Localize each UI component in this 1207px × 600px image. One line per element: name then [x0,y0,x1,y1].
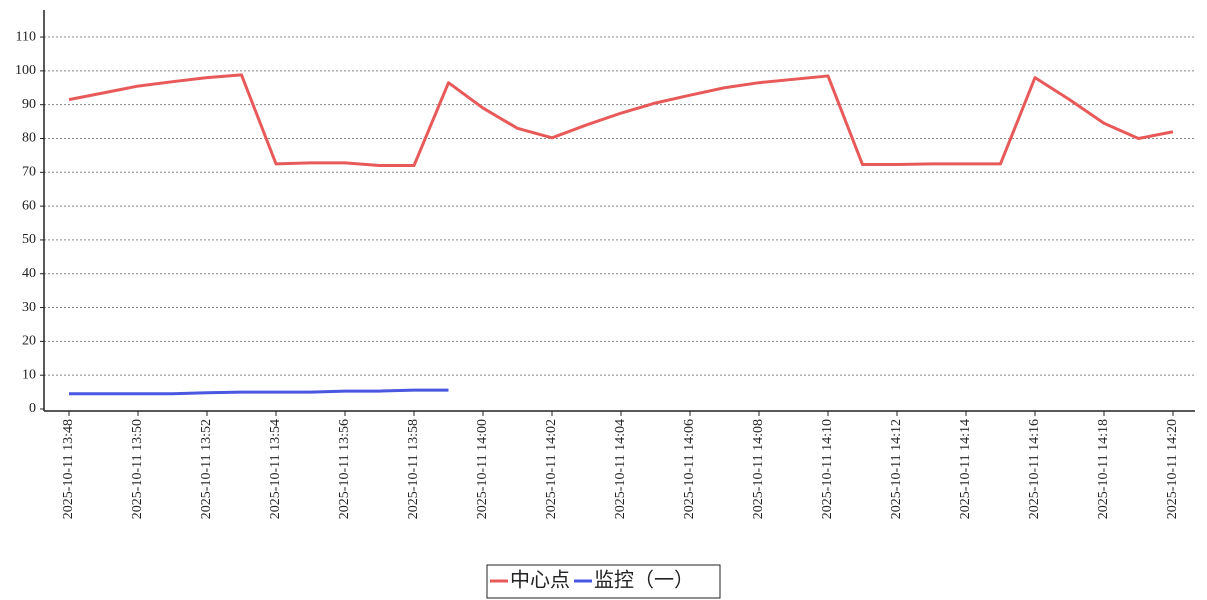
y-tick-label: 100 [15,63,36,78]
x-tick-label: 2025-10-11 13:58 [406,419,421,519]
y-tick-label: 40 [22,266,36,281]
x-tick-label: 2025-10-11 13:56 [337,419,352,519]
x-tick-label: 2025-10-11 13:50 [130,419,145,519]
y-tick-label: 110 [16,29,36,44]
legend-label: 中心点 [510,569,570,592]
legend-box [486,564,721,599]
y-tick-label: 80 [22,131,36,146]
y-tick-label: 10 [22,367,36,382]
series-line [68,73,1174,168]
series-line [69,388,449,396]
y-tick-label: 50 [22,232,36,247]
x-tick-label: 2025-10-11 14:20 [1165,419,1180,519]
y-tick-label: 30 [22,300,36,315]
legend-label: 监控（一） [594,569,694,592]
x-tick-label: 2025-10-11 13:52 [199,419,214,519]
x-tick-label: 2025-10-11 14:18 [1096,419,1111,519]
x-tick-label: 2025-10-11 14:16 [1027,419,1042,519]
x-tick-label: 2025-10-11 14:04 [613,419,628,519]
x-tick-label: 2025-10-11 14:14 [958,419,973,519]
y-tick-label: 60 [22,198,36,213]
y-tick-label: 90 [22,97,36,112]
x-tick-label: 2025-10-11 14:08 [751,419,766,519]
y-tick-label: 0 [29,401,36,416]
x-tick-label: 2025-10-11 14:10 [820,419,835,519]
x-tick-label: 2025-10-11 14:06 [682,419,697,519]
y-tick-label: 70 [22,165,36,180]
x-tick-label: 2025-10-11 14:02 [544,419,559,519]
y-tick-label: 20 [22,334,36,349]
legend: 中心点 监控（一） [486,564,721,599]
x-tick-label: 2025-10-11 13:48 [61,419,76,519]
x-tick-label: 2025-10-11 14:12 [889,419,904,519]
x-tick-label: 2025-10-11 14:00 [475,419,490,519]
x-tick-label: 2025-10-11 13:54 [268,419,283,519]
